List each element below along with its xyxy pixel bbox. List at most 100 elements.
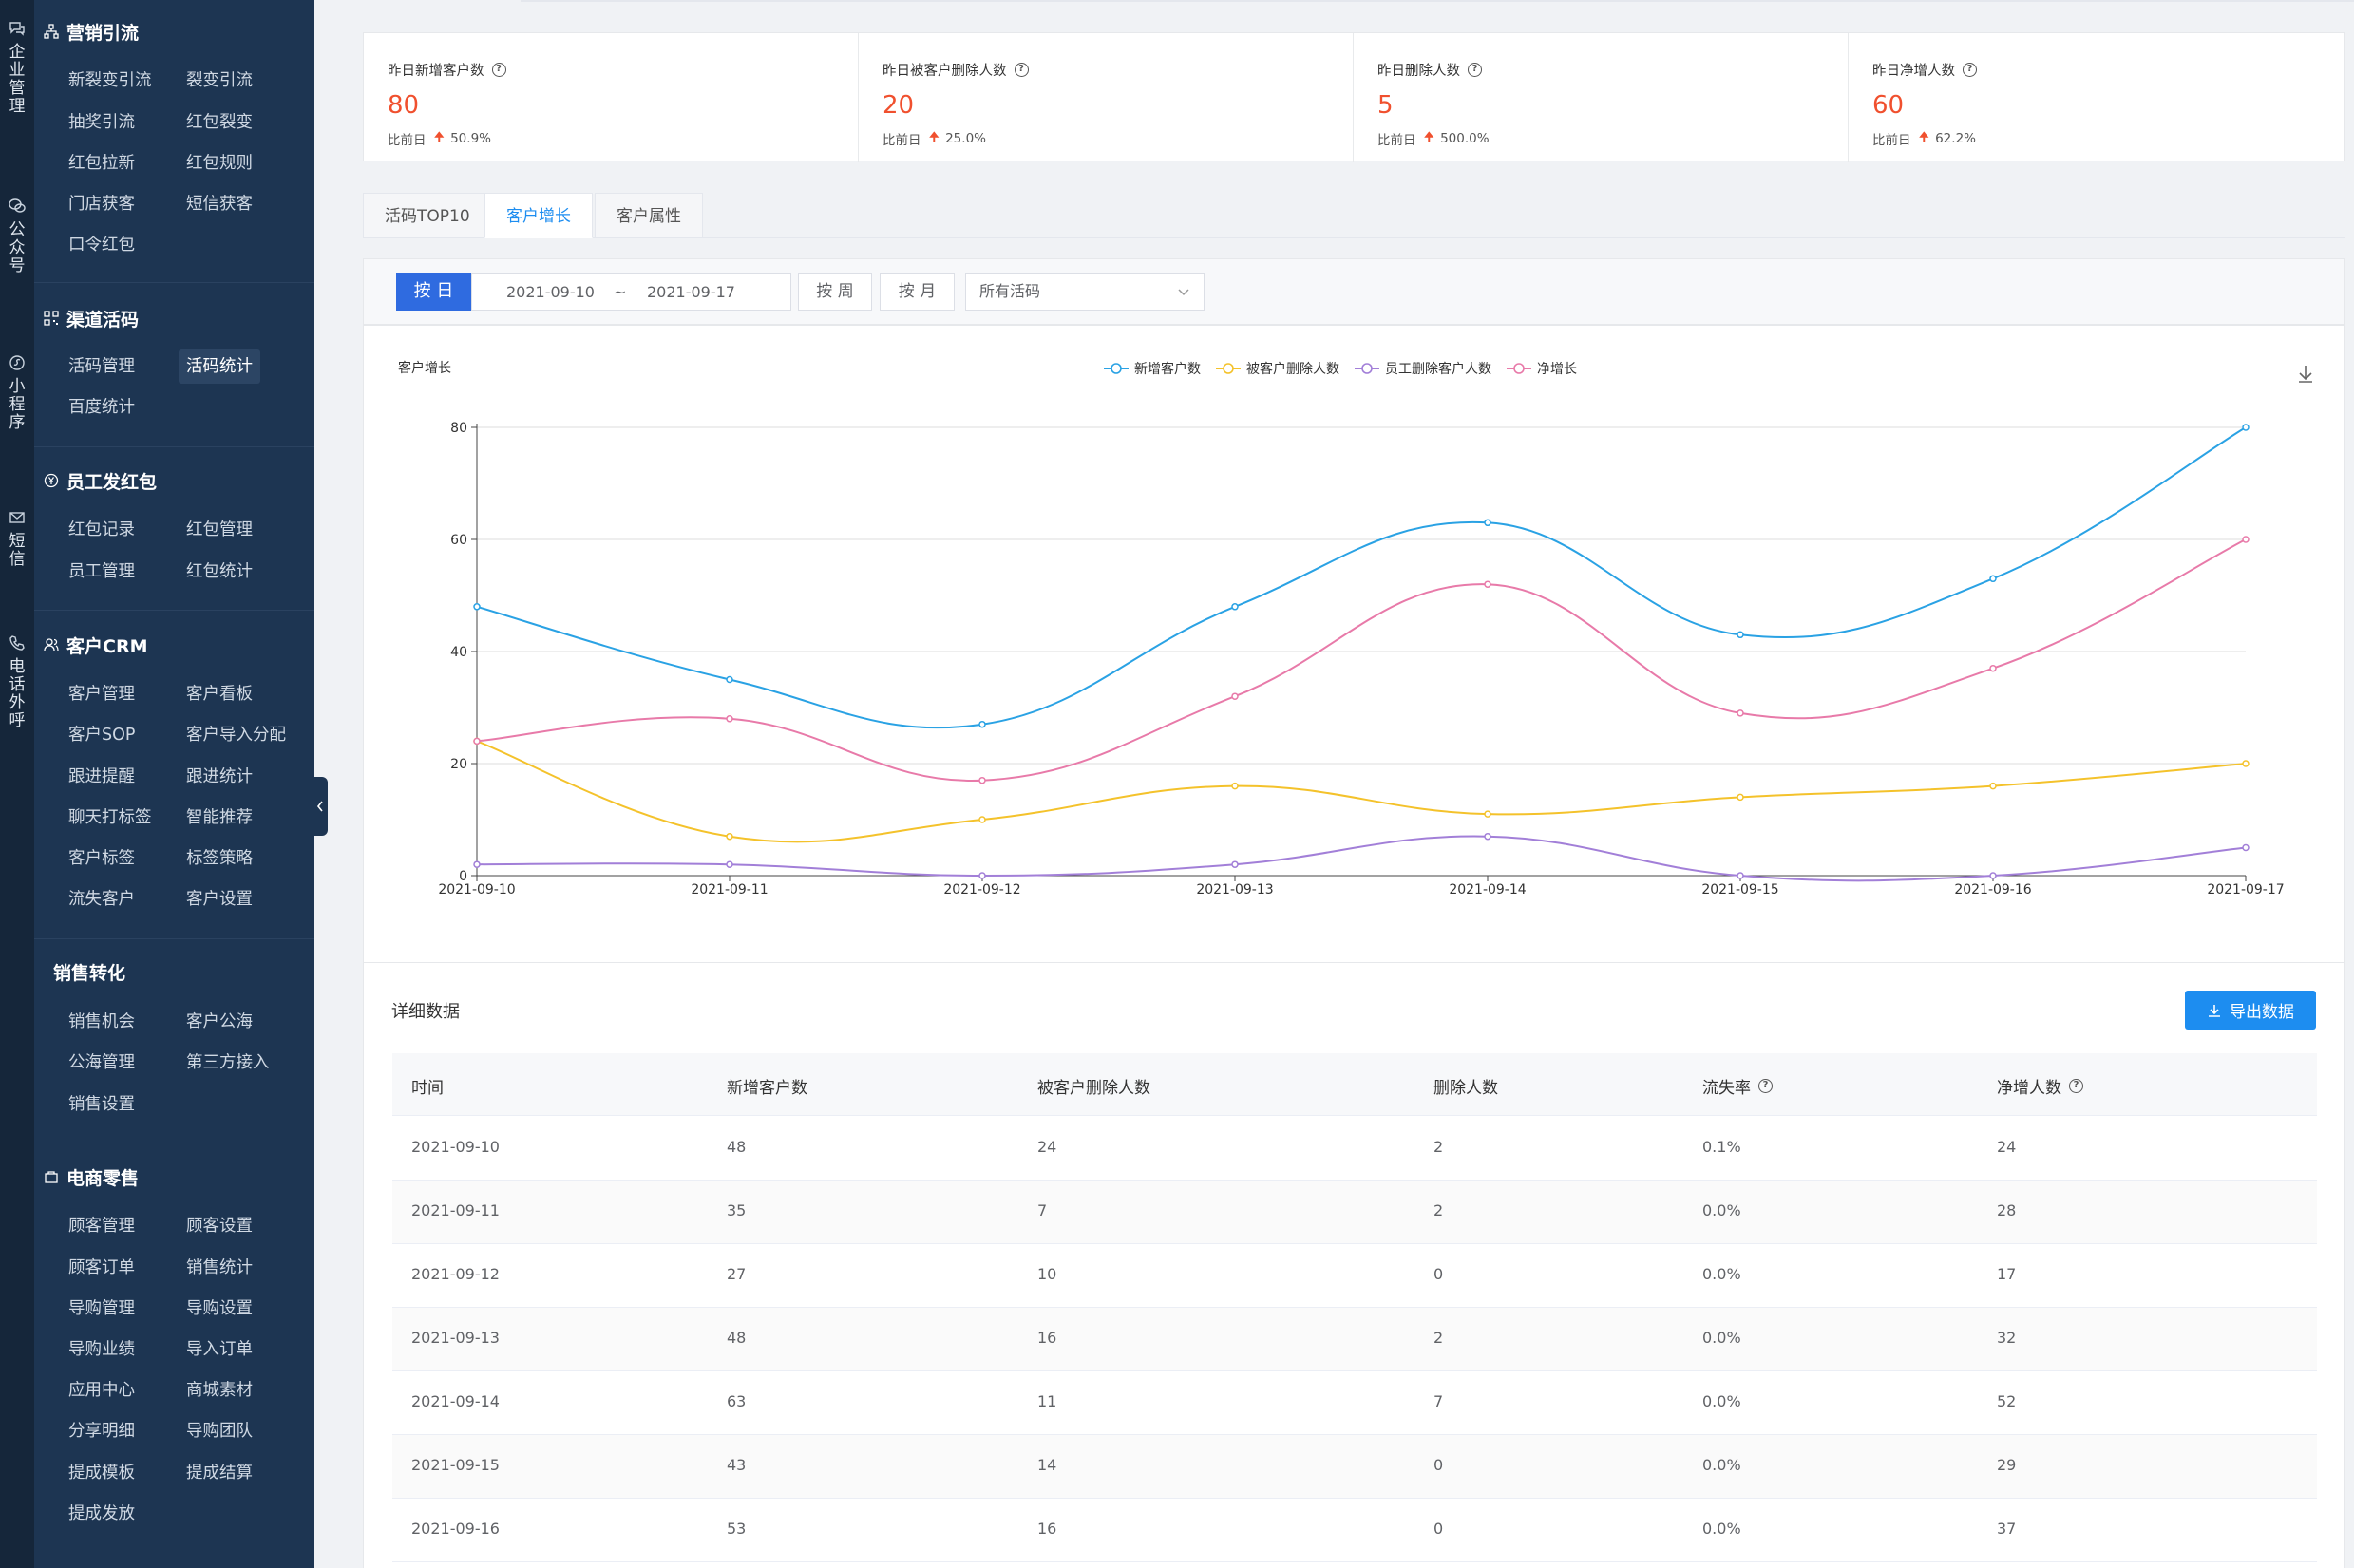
help-icon[interactable]: ? [1963, 63, 1977, 77]
section-title-retail[interactable]: 电商零售 [44, 1162, 139, 1191]
menu-item[interactable]: 短信获客 [186, 195, 253, 214]
menu-item[interactable]: 客户标签 [68, 849, 135, 868]
code-select-value: 所有活码 [979, 282, 1041, 300]
section-title-sales[interactable]: 销售转化 [53, 957, 125, 986]
collapse-sidebar-button[interactable] [313, 777, 328, 836]
export-data-button[interactable]: 导出数据 [2185, 991, 2316, 1030]
data-point [2242, 536, 2250, 543]
data-point [1484, 832, 1491, 841]
legend-item[interactable]: 员工删除客户人数 [1355, 361, 1491, 377]
menu-item[interactable]: 客户公海 [186, 1012, 253, 1031]
menu-item[interactable]: 提成模板 [68, 1464, 135, 1483]
menu-item[interactable]: 分享明细 [68, 1422, 135, 1441]
download-icon [2209, 1004, 2220, 1017]
menu-item[interactable]: 红包记录 [68, 520, 135, 539]
table-cell: 27 [727, 1265, 747, 1283]
menu-item[interactable]: 导购管理 [68, 1299, 135, 1318]
chat-icon [9, 198, 26, 213]
by-day-button[interactable]: 按 日 [396, 273, 471, 311]
help-icon[interactable]: ? [1014, 63, 1029, 77]
start-date[interactable]: 2021-09-10 [506, 282, 595, 301]
chart-grid [477, 426, 2246, 877]
table-cell: 2 [1433, 1201, 1444, 1219]
menu-item[interactable]: 聊天打标签 [68, 808, 152, 827]
menu-item[interactable]: 导入订单 [186, 1340, 253, 1359]
menu-item[interactable]: 红包裂变 [186, 113, 253, 132]
menu-item[interactable]: 活码管理 [68, 357, 135, 376]
legend-item[interactable]: 被客户删除人数 [1216, 361, 1339, 377]
menu-item[interactable]: 提成发放 [68, 1504, 135, 1523]
legend-item[interactable]: 新增客户数 [1104, 361, 1201, 377]
menu-item[interactable]: 客户管理 [68, 685, 135, 704]
rail-item-official-account[interactable]: 公 众 号 [0, 197, 34, 275]
menu-item[interactable]: 商城素材 [186, 1381, 253, 1400]
menu-item[interactable]: 门店获客 [68, 195, 135, 214]
menu-item[interactable]: 客户SOP [68, 726, 136, 745]
table-cell: 32 [1997, 1329, 2017, 1347]
column-header-time: 时间 [411, 1079, 444, 1098]
tab-customer-attributes[interactable]: 客户属性 [595, 193, 703, 238]
by-month-button[interactable]: 按 月 [880, 273, 955, 311]
menu-item[interactable]: 红包管理 [186, 520, 253, 539]
menu-item[interactable]: 客户看板 [186, 685, 253, 704]
legend-item[interactable]: 净增长 [1507, 362, 1577, 377]
menu-item[interactable]: 导购团队 [186, 1422, 253, 1441]
menu-item[interactable]: 客户设置 [186, 890, 253, 909]
menu-item[interactable]: 应用中心 [68, 1381, 135, 1400]
table-cell: 0 [1433, 1265, 1444, 1283]
section-title-crm[interactable]: 客户CRM [44, 631, 147, 659]
menu-item[interactable]: 导购业绩 [68, 1340, 135, 1359]
rail-item-phone[interactable]: 电 话 外 呼 [0, 633, 34, 730]
menu-item[interactable]: 公海管理 [68, 1053, 135, 1072]
menu-item[interactable]: 导购设置 [186, 1299, 253, 1318]
menu-item[interactable]: 标签策略 [186, 849, 253, 868]
by-week-button[interactable]: 按 周 [798, 273, 872, 311]
chart-series [473, 424, 2250, 882]
menu-item[interactable]: 裂变引流 [186, 71, 253, 90]
menu-item[interactable]: 客户导入分配 [186, 726, 286, 745]
data-point [1231, 782, 1239, 790]
menu-item[interactable]: 抽奖引流 [68, 113, 135, 132]
menu-item[interactable]: 智能推荐 [186, 808, 253, 827]
help-icon[interactable]: ? [491, 63, 506, 77]
date-range-picker[interactable]: 2021-09-10 ~ 2021-09-17 [471, 273, 791, 311]
section-title-marketing[interactable]: 营销引流 [44, 17, 139, 46]
rail-item-sms[interactable]: 短 信 [0, 508, 34, 569]
menu-item[interactable]: 销售设置 [68, 1095, 135, 1114]
help-icon[interactable]: ? [2069, 1079, 2083, 1093]
menu-item[interactable]: 红包统计 [186, 562, 253, 581]
menu-item[interactable]: 跟进提醒 [68, 767, 135, 786]
x-tick-label: 2021-09-15 [1701, 882, 1778, 897]
menu-item[interactable]: 红包拉新 [68, 154, 135, 173]
section-title-channel-code[interactable]: 渠道活码 [44, 304, 139, 332]
menu-item[interactable]: 员工管理 [68, 562, 135, 581]
section-title-red-packet[interactable]: 员工发红包 [44, 466, 157, 495]
menu-item[interactable]: 新裂变引流 [68, 71, 152, 90]
menu-item[interactable]: 百度统计 [68, 398, 135, 417]
rail-item-enterprise[interactable]: 企 业 管 理 [0, 19, 34, 116]
menu-item[interactable]: 销售机会 [68, 1012, 135, 1031]
download-icon[interactable] [2299, 366, 2312, 383]
menu-item[interactable]: 口令红包 [68, 236, 135, 255]
menu-item[interactable]: 顾客管理 [68, 1217, 135, 1236]
help-icon[interactable]: ? [1468, 63, 1482, 77]
menu-item-active[interactable]: 活码统计 [179, 349, 260, 384]
help-icon[interactable]: ? [1758, 1079, 1773, 1093]
menu-item[interactable]: 提成结算 [186, 1464, 253, 1483]
shop-icon [45, 1171, 58, 1183]
tab-customer-growth[interactable]: 客户增长 [484, 193, 593, 238]
menu-item[interactable]: 流失客户 [68, 890, 135, 909]
end-date[interactable]: 2021-09-17 [647, 282, 735, 301]
rail-item-mini-program[interactable]: 小 程 序 [0, 353, 34, 432]
menu-item[interactable]: 跟进统计 [186, 767, 253, 786]
data-point [1737, 709, 1744, 717]
data-point [1737, 631, 1744, 639]
menu-item[interactable]: 销售统计 [186, 1258, 253, 1277]
data-point [1989, 782, 1997, 790]
tab-code-top10[interactable]: 活码TOP10 [363, 193, 492, 238]
menu-item[interactable]: 顾客订单 [68, 1258, 135, 1277]
menu-item[interactable]: 顾客设置 [186, 1217, 253, 1236]
menu-item[interactable]: 红包规则 [186, 154, 253, 173]
menu-item[interactable]: 第三方接入 [186, 1053, 270, 1072]
code-select[interactable]: 所有活码 [965, 273, 1205, 311]
